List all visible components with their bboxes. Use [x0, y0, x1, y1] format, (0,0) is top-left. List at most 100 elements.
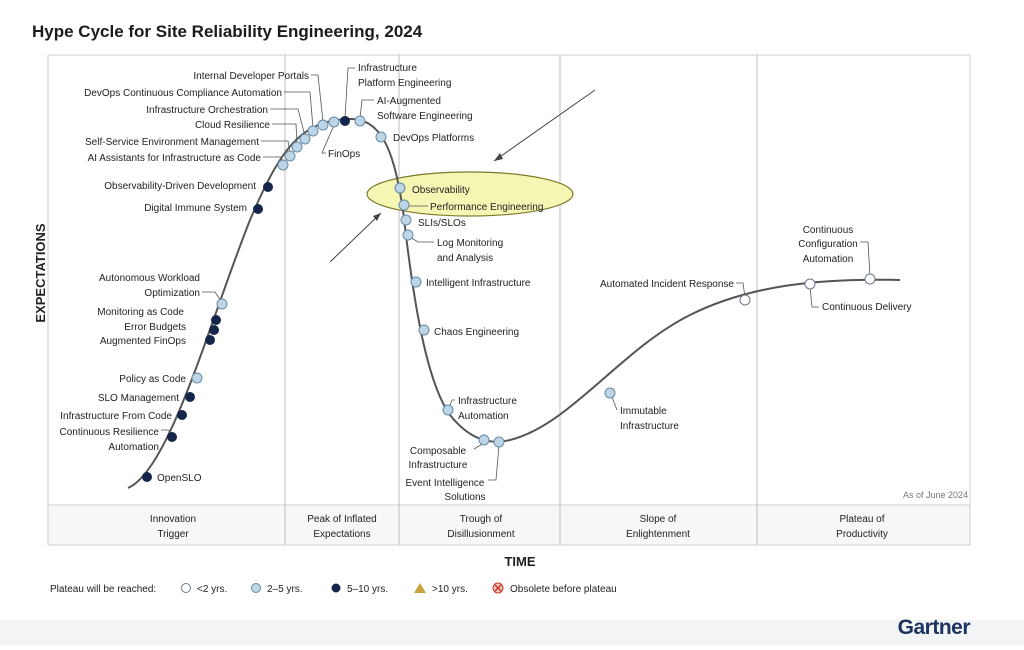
tech-label: Automated Incident Response	[600, 279, 734, 290]
tech-label: Log Monitoring	[437, 238, 503, 249]
dot	[375, 131, 387, 143]
tech-label: Intelligent Infrastructure	[426, 278, 531, 289]
dot	[209, 325, 219, 335]
dot	[604, 387, 616, 399]
leader-lines	[161, 67, 871, 481]
dot	[739, 294, 751, 306]
arrow	[329, 212, 382, 263]
tech-label: SLO Management	[98, 393, 179, 404]
dot	[354, 115, 366, 127]
tech-label: Monitoring as Code	[97, 307, 184, 318]
tech-label: Infrastructure Orchestration	[146, 105, 268, 116]
dot	[864, 273, 876, 285]
tech-label: FinOps	[328, 149, 360, 160]
tech-label: Augmented FinOps	[100, 336, 186, 347]
tech-label: Autonomous Workload	[99, 273, 200, 284]
dot	[211, 315, 221, 325]
technology-dots	[142, 115, 876, 482]
tech-label: AI Assistants for Infrastructure as Code	[88, 153, 262, 164]
legend-symbol	[251, 583, 261, 593]
leader	[261, 140, 291, 154]
tech-label: Chaos Engineering	[434, 327, 519, 338]
tech-label: Policy as Code	[119, 374, 186, 385]
arrow-head	[373, 213, 381, 221]
dot	[167, 432, 177, 442]
dot	[402, 229, 414, 241]
legend-symbol-cross	[494, 584, 502, 592]
leader	[359, 99, 374, 119]
dot	[216, 298, 228, 310]
leader	[611, 396, 618, 411]
tech-label: Continuous Resilience	[59, 427, 159, 438]
dot	[291, 141, 303, 153]
legend-item: 2–5 yrs.	[267, 584, 303, 595]
legend-item: >10 yrs.	[432, 584, 468, 595]
leader	[736, 282, 746, 298]
arrow	[493, 89, 596, 162]
dot	[205, 335, 215, 345]
phase-label: Disillusionment	[447, 529, 514, 540]
tech-label: Automation	[803, 254, 854, 265]
phase-band	[47, 504, 971, 546]
dot	[442, 404, 454, 416]
tech-label: Infrastructure	[358, 63, 417, 74]
dot	[191, 372, 203, 384]
x-axis-label: TIME	[504, 554, 535, 569]
leader	[284, 91, 314, 129]
tech-label: Cloud Resilience	[195, 120, 270, 131]
dot	[418, 324, 430, 336]
leader	[272, 123, 298, 145]
dot	[340, 116, 350, 126]
dot	[185, 392, 195, 402]
logo: Gartner	[898, 616, 971, 639]
dot	[400, 214, 412, 226]
footer-band	[0, 620, 1024, 645]
dot	[478, 434, 490, 446]
tech-label: Optimization	[144, 288, 200, 299]
legend-title: Plateau will be reached:	[50, 584, 156, 595]
tech-label: Error Budgets	[124, 322, 186, 333]
dot	[398, 199, 410, 211]
arrow-head	[494, 153, 503, 161]
phase-label: Slope of	[640, 514, 677, 525]
phase-label: Productivity	[836, 529, 888, 540]
leader	[270, 108, 306, 137]
tech-label: Internal Developer Portals	[193, 71, 309, 82]
tech-label: Performance Engineering	[430, 202, 543, 213]
tech-label: Immutable	[620, 406, 667, 417]
phase-label: Plateau of	[839, 514, 884, 525]
dot	[263, 182, 273, 192]
tech-label: DevOps Platforms	[393, 133, 474, 144]
leader	[860, 241, 871, 277]
legend: Plateau will be reached: <2 yrs. 2–5 yrs…	[50, 582, 617, 595]
dot	[307, 125, 319, 137]
phase-label: Innovation	[150, 514, 196, 525]
phase-dividers	[284, 55, 758, 545]
leader	[344, 67, 355, 119]
phase-label: Trough of	[460, 514, 503, 525]
leader	[809, 286, 819, 308]
tech-label: Observability	[412, 185, 470, 196]
tech-label: Infrastructure From Code	[60, 411, 172, 422]
tech-label: Observability-Driven Development	[104, 181, 256, 192]
highlight	[366, 171, 574, 217]
tech-label: DevOps Continuous Compliance Automation	[84, 88, 282, 99]
phase-label: Expectations	[313, 529, 370, 540]
as-of: As of June 2024	[903, 490, 968, 500]
legend-symbol	[414, 583, 426, 593]
tech-label: Continuous	[803, 225, 854, 236]
leader	[409, 236, 434, 243]
tech-label: SLIs/SLOs	[418, 218, 466, 229]
tech-label: Self-Service Environment Management	[85, 137, 259, 148]
tech-label: Solutions	[444, 492, 485, 503]
tech-label: Software Engineering	[377, 111, 473, 122]
tech-label: Composable	[410, 446, 467, 457]
tech-label: Digital Immune System	[144, 203, 247, 214]
dot	[277, 159, 289, 171]
tech-label: Infrastructure	[620, 421, 679, 432]
phase-labels: Innovation Trigger Peak of Inflated Expe…	[150, 514, 888, 540]
dot	[284, 150, 296, 162]
phase-label: Enlightenment	[626, 529, 690, 540]
legend-item: 5–10 yrs.	[347, 584, 388, 595]
